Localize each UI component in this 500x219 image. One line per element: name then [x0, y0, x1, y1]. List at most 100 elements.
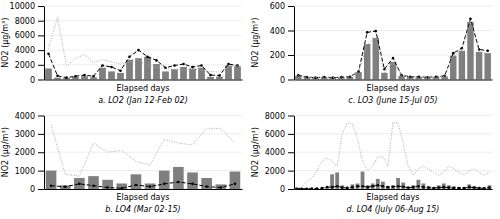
grid-line — [44, 170, 242, 171]
y-tick: 4000 — [15, 112, 44, 121]
grid-line — [44, 50, 242, 51]
marker — [382, 185, 385, 188]
grid-line — [294, 152, 492, 153]
marker — [177, 181, 180, 184]
marker — [483, 187, 486, 189]
y-tick: 6000 — [265, 130, 294, 139]
marker — [361, 185, 364, 188]
marker — [78, 183, 81, 186]
y-tick-mark — [38, 80, 44, 81]
bar — [381, 182, 385, 189]
y-tick-mark — [288, 31, 294, 32]
marker — [356, 185, 359, 188]
bar — [207, 77, 214, 80]
marker — [128, 55, 131, 58]
y-tick: 10000 — [10, 2, 44, 11]
bar — [216, 77, 223, 80]
grid — [294, 116, 492, 190]
y-tick-mark — [288, 80, 294, 81]
bar — [81, 76, 88, 79]
bar-series — [295, 22, 491, 80]
marker — [106, 186, 109, 189]
y-axis-line — [44, 116, 45, 190]
marker — [397, 185, 400, 188]
marker — [219, 186, 222, 189]
grid-line — [44, 133, 242, 134]
marker — [371, 185, 374, 188]
x-axis-line — [295, 189, 493, 190]
marker — [366, 186, 369, 189]
y-axis: 0200400600 — [270, 2, 295, 85]
marker — [402, 185, 405, 188]
marker — [387, 186, 390, 189]
markers — [47, 49, 239, 79]
marker — [218, 74, 221, 77]
bar — [459, 51, 465, 80]
marker — [316, 187, 319, 189]
y-tick-mark — [288, 189, 294, 190]
line — [297, 185, 490, 188]
marker — [321, 187, 324, 189]
y-tick-mark — [38, 116, 44, 117]
bar — [117, 73, 124, 80]
grid-line — [44, 20, 242, 21]
bar-series — [45, 57, 241, 80]
x-axis-title: Elapsed days — [117, 193, 170, 202]
y-tick-mark — [288, 134, 294, 135]
grid-line — [44, 35, 242, 36]
line — [49, 50, 238, 78]
marker — [64, 185, 67, 188]
marker — [305, 187, 308, 189]
marker — [478, 187, 481, 189]
x-axis-title: Elapsed days — [367, 193, 420, 202]
y-tick-label: 6000 — [265, 130, 285, 139]
bar — [126, 60, 133, 80]
grid — [294, 6, 492, 80]
marker — [234, 183, 237, 186]
line — [49, 17, 238, 72]
markers — [50, 181, 236, 189]
y-axis-line — [44, 7, 45, 81]
bar — [99, 68, 106, 80]
x-axis — [45, 80, 243, 81]
bar — [187, 172, 198, 189]
bar — [90, 77, 97, 79]
bar — [376, 179, 380, 189]
marker — [374, 30, 377, 33]
bar — [396, 178, 400, 189]
marker — [331, 186, 334, 189]
y-tick-mark — [38, 189, 44, 190]
y-tick: 8000 — [15, 17, 44, 26]
bar — [416, 180, 420, 189]
y-tick-label: 0 — [30, 185, 35, 194]
marker — [326, 186, 329, 189]
plot-area — [46, 125, 240, 189]
y-tick-mark — [288, 171, 294, 172]
marker — [56, 75, 59, 78]
marker — [351, 186, 354, 189]
panel: 01000200030004000NO2 (μg/m³)Elapsed days… — [1, 112, 243, 214]
grid-line — [294, 133, 492, 134]
y-tick-label: 8000 — [15, 17, 35, 26]
bar — [162, 71, 169, 79]
marker — [92, 184, 95, 187]
marker — [453, 187, 456, 189]
marker — [205, 185, 208, 188]
bar — [450, 56, 456, 80]
marker — [200, 64, 203, 67]
panel-title: d. LO4 (July 06-Aug 15) — [347, 205, 440, 214]
y-tick-mark — [38, 35, 44, 36]
y-tick: 0 — [280, 76, 294, 85]
y-tick: 1000 — [15, 167, 44, 176]
bar — [189, 68, 196, 79]
grid-line — [294, 115, 492, 116]
marker — [469, 18, 472, 21]
panel: 02000400060008000NO2 (μg/m³)Elapsed days… — [251, 112, 493, 214]
x-axis-line — [45, 80, 243, 81]
grid-line — [294, 30, 492, 31]
x-axis — [295, 189, 493, 190]
y-tick: 3000 — [15, 130, 44, 139]
bar — [230, 172, 241, 189]
y-axis-title: NO2 (μg/m³) — [251, 18, 260, 68]
y-tick-mark — [38, 21, 44, 22]
